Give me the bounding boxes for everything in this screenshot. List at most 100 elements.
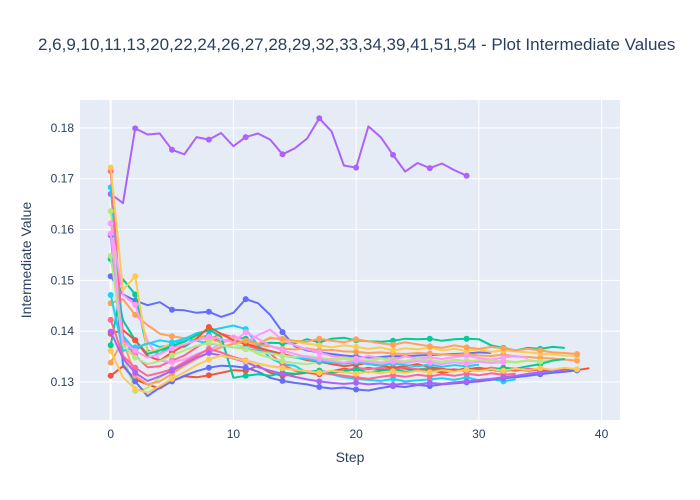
data-point xyxy=(242,358,249,365)
data-point xyxy=(426,369,433,376)
data-point xyxy=(205,345,212,352)
data-point xyxy=(279,358,286,365)
data-point xyxy=(353,379,360,386)
series-line xyxy=(110,117,468,205)
data-point xyxy=(279,347,286,354)
data-point xyxy=(426,379,433,386)
y-tick-label: 0.16 xyxy=(51,223,75,237)
data-point xyxy=(107,359,114,366)
data-point xyxy=(205,324,212,330)
series-line xyxy=(109,278,565,355)
y-tick-label: 0.14 xyxy=(51,324,75,338)
data-point xyxy=(205,333,212,340)
y-tick-label: 0.17 xyxy=(51,172,75,186)
data-point xyxy=(205,356,212,363)
data-point xyxy=(537,365,544,372)
series xyxy=(107,230,507,367)
data-point xyxy=(537,358,544,365)
data-point xyxy=(132,337,139,344)
data-point xyxy=(353,357,360,364)
data-point xyxy=(463,335,470,342)
data-point xyxy=(390,151,396,158)
data-point xyxy=(169,352,175,359)
data-point xyxy=(242,134,249,141)
data-point xyxy=(279,365,286,372)
data-point xyxy=(316,378,323,385)
data-point xyxy=(132,291,139,298)
x-tick-label: 20 xyxy=(349,427,363,441)
data-point xyxy=(390,347,396,354)
data-point xyxy=(316,349,323,356)
data-point xyxy=(463,344,470,351)
data-point xyxy=(574,366,580,373)
data-point xyxy=(316,384,323,390)
data-point xyxy=(316,369,323,376)
data-point xyxy=(169,345,175,352)
data-point xyxy=(537,347,544,354)
data-point xyxy=(500,345,507,352)
data-point xyxy=(353,343,360,350)
data-point xyxy=(242,296,249,303)
data-point xyxy=(500,359,507,366)
data-point xyxy=(242,364,249,371)
data-point xyxy=(279,151,286,158)
data-point xyxy=(169,359,175,366)
data-point xyxy=(574,351,580,357)
data-point xyxy=(205,308,212,315)
x-tick-label: 10 xyxy=(227,427,241,441)
data-point xyxy=(107,342,114,349)
series-line xyxy=(109,350,578,394)
data-point xyxy=(353,366,360,373)
data-point xyxy=(390,358,396,365)
data-point xyxy=(390,382,396,388)
data-point xyxy=(107,316,114,323)
data-point xyxy=(463,370,470,377)
data-point xyxy=(169,339,175,346)
series-layer xyxy=(107,115,590,398)
data-point xyxy=(537,369,544,376)
data-point xyxy=(107,372,114,379)
x-axis-title: Step xyxy=(336,449,365,465)
data-point xyxy=(132,354,139,361)
data-point xyxy=(353,164,360,171)
data-point xyxy=(463,172,470,179)
data-point xyxy=(426,343,433,350)
data-point xyxy=(463,366,470,373)
data-point xyxy=(316,342,323,349)
data-point xyxy=(574,357,580,364)
data-point xyxy=(463,352,470,359)
data-point xyxy=(426,359,433,366)
data-point xyxy=(132,386,139,392)
y-tick-label: 0.15 xyxy=(51,273,75,287)
x-tick-label: 0 xyxy=(107,427,114,441)
data-point xyxy=(107,273,114,280)
data-point xyxy=(390,372,396,379)
data-point xyxy=(169,367,175,374)
data-point xyxy=(107,230,114,237)
data-point xyxy=(353,348,360,355)
series xyxy=(107,115,470,205)
data-point xyxy=(169,333,175,340)
data-point xyxy=(426,165,433,172)
data-point xyxy=(316,115,323,122)
data-point xyxy=(463,378,470,385)
data-point xyxy=(132,369,139,376)
data-point xyxy=(463,360,470,367)
data-point xyxy=(107,347,114,354)
data-point xyxy=(353,370,360,377)
data-point xyxy=(205,339,212,346)
data-point xyxy=(242,329,249,336)
data-point xyxy=(107,292,114,298)
data-point xyxy=(205,372,212,379)
data-point xyxy=(390,368,396,375)
data-point xyxy=(500,354,507,361)
data-point xyxy=(353,336,360,343)
data-point xyxy=(316,356,323,362)
data-point xyxy=(132,378,139,385)
data-point xyxy=(107,220,114,227)
data-point xyxy=(169,146,175,153)
data-point xyxy=(316,335,323,342)
data-point xyxy=(205,136,212,143)
data-point xyxy=(132,301,139,308)
